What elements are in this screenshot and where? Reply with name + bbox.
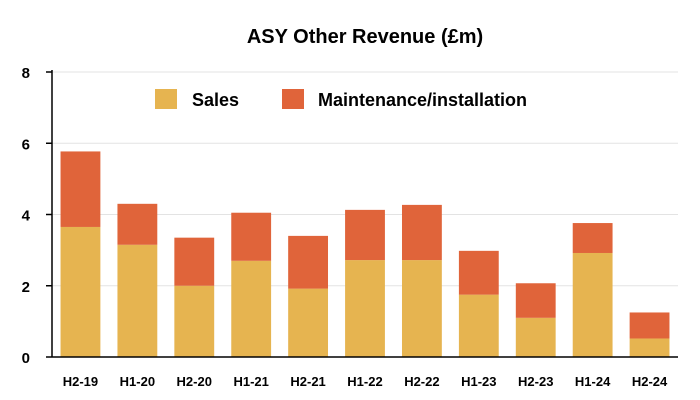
bar-sales-h2-19 <box>60 226 101 357</box>
x-tick-label: H1-20 <box>120 374 155 389</box>
y-tick-label: 6 <box>22 136 30 153</box>
legend-swatch-maintenance <box>282 89 304 109</box>
bars <box>60 151 670 357</box>
bar-sales-h2-22 <box>401 260 442 357</box>
legend-label-sales: Sales <box>192 90 239 110</box>
bar-sales-h1-22 <box>345 260 385 357</box>
bar-maintenance-h2-20 <box>174 237 215 286</box>
bar-maintenance-h1-21 <box>231 212 272 261</box>
y-tick-label: 2 <box>22 279 30 296</box>
bar-sales-h1-23 <box>458 294 499 357</box>
bar-maintenance-h2-24 <box>629 312 670 339</box>
x-tick-label: H2-20 <box>177 374 212 389</box>
bar-maintenance-h1-24 <box>572 223 613 253</box>
bar-sales-h1-24 <box>572 252 613 357</box>
bar-maintenance-h1-22 <box>345 209 385 261</box>
y-tick-label: 8 <box>22 65 30 82</box>
axes <box>51 70 678 358</box>
x-tick-label: H2-23 <box>518 374 553 389</box>
x-tick-label: H1-24 <box>575 374 611 389</box>
bar-maintenance-h1-20 <box>117 203 158 245</box>
x-tick-label: H2-21 <box>290 374 325 389</box>
x-tick-label: H2-24 <box>632 374 668 389</box>
legend-swatch-sales <box>155 89 177 109</box>
bar-sales-h1-21 <box>231 260 272 357</box>
bar-sales-h2-23 <box>515 317 556 357</box>
x-tick-label: H2-22 <box>404 374 439 389</box>
chart-title: ASY Other Revenue (£m) <box>247 26 483 48</box>
bar-sales-h1-20 <box>117 244 158 357</box>
bar-sales-h2-21 <box>288 288 329 357</box>
bar-maintenance-h2-23 <box>515 283 556 318</box>
x-tick-label: H1-22 <box>347 374 382 389</box>
y-tick-label: 4 <box>22 208 31 225</box>
bar-maintenance-h1-23 <box>458 250 499 295</box>
legend: Sales Maintenance/installation <box>155 89 527 110</box>
y-axis-ticks: 0 2 4 6 8 <box>22 65 52 367</box>
bar-maintenance-h2-19 <box>60 151 101 227</box>
bar-maintenance-h2-22 <box>401 204 442 261</box>
x-axis-ticks: H2-19 H1-20 H2-20 H1-21 H2-21 H1-22 H2-22 H1-23… <box>63 374 668 389</box>
x-tick-label: H1-21 <box>233 374 268 389</box>
bar-sales-h2-24 <box>629 338 670 357</box>
y-tick-label: 0 <box>22 350 30 367</box>
bar-sales-h2-20 <box>174 285 215 357</box>
legend-label-maintenance: Maintenance/installation <box>318 90 527 110</box>
x-tick-label: H1-23 <box>461 374 496 389</box>
x-tick-label: H2-19 <box>63 374 98 389</box>
bar-maintenance-h2-21 <box>288 235 329 289</box>
